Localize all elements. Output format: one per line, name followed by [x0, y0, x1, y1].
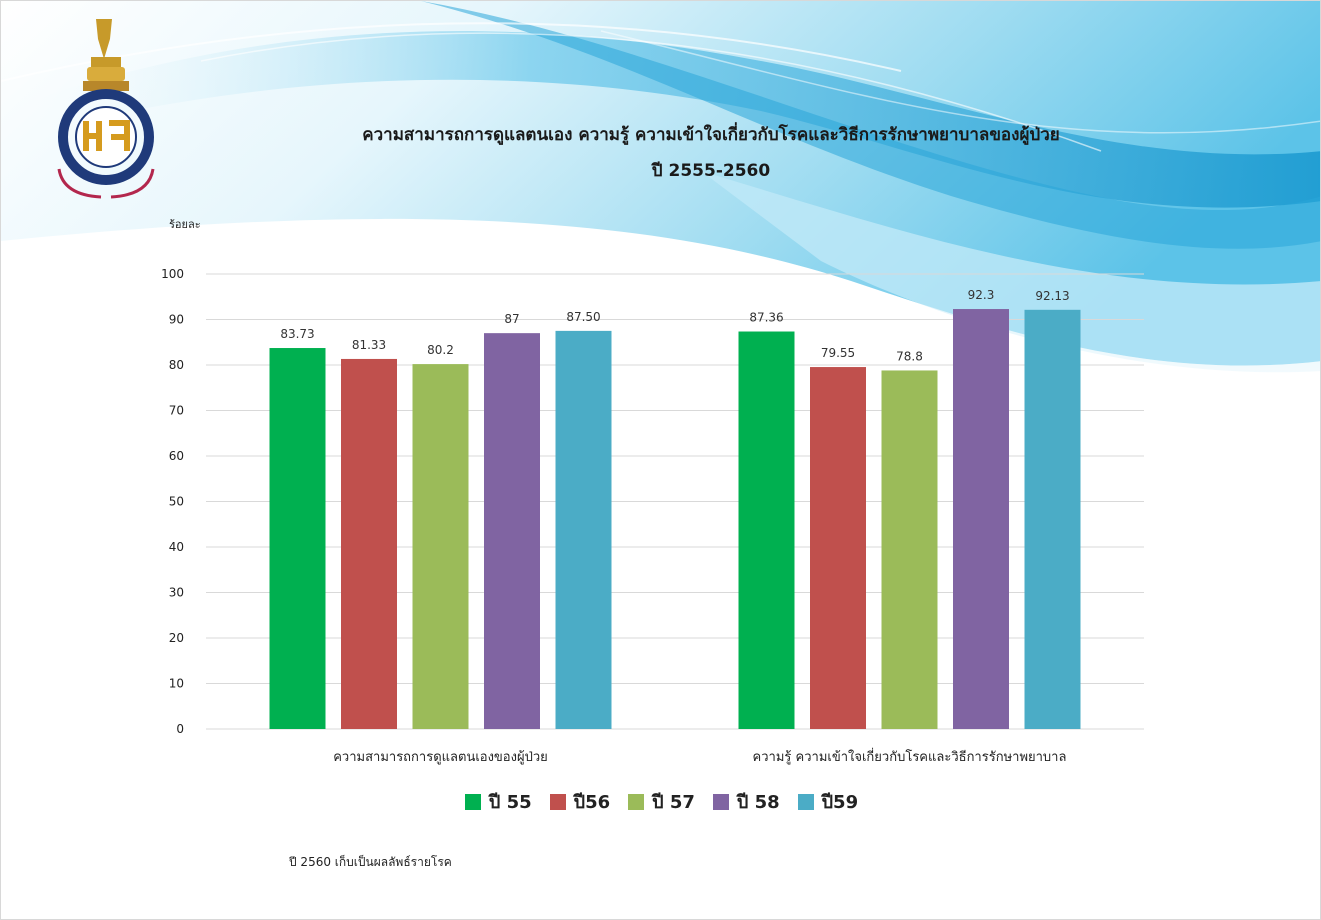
bar [412, 364, 469, 729]
y-tick-label: 100 [161, 267, 184, 281]
data-label: 92.3 [968, 288, 995, 302]
data-label: 80.2 [427, 343, 454, 357]
bar [1024, 309, 1081, 729]
data-label: 78.8 [896, 349, 923, 363]
bar [269, 348, 326, 729]
data-label: 83.73 [280, 327, 314, 341]
legend-label: ปี 55 [488, 792, 532, 813]
legend-item: ปี 55 [464, 787, 532, 816]
bar [484, 333, 540, 729]
legend-label: ปี 57 [652, 792, 695, 813]
legend-swatch [712, 793, 729, 810]
x-category-label: ความรู้ ความเข้าใจเกี่ยวกับโรคและวิธีการ… [753, 748, 1067, 765]
bar [810, 367, 866, 729]
legend-label: ปี 58 [736, 792, 780, 813]
data-label: 87.50 [566, 310, 600, 324]
legend-item: ปี56 [549, 787, 611, 816]
y-tick-label: 20 [169, 631, 184, 645]
chart-title-line2: ปี 2555-2560 [651, 161, 771, 181]
data-label: 87 [504, 312, 519, 326]
legend-label: ปี56 [573, 792, 611, 813]
y-tick-label: 40 [169, 540, 184, 554]
footnote: ปี 2560 เก็บเป็นผลลัพธ์รายโรค [289, 855, 452, 869]
bar [738, 331, 795, 729]
y-tick-label: 30 [169, 586, 184, 600]
legend-swatch [549, 793, 566, 810]
legend-item: ปี 58 [712, 787, 780, 816]
legend-item: ปี59 [797, 787, 859, 816]
y-tick-label: 80 [169, 358, 184, 372]
x-category-label: ความสามารถการดูแลตนเองของผู้ป่วย [333, 750, 548, 765]
y-tick-label: 50 [169, 495, 184, 509]
faculty-emblem-icon [57, 19, 155, 199]
bar [881, 370, 938, 729]
bar [555, 330, 612, 729]
legend-swatch [797, 793, 814, 810]
legend-item: ปี 57 [628, 787, 695, 816]
legend-swatch [464, 793, 481, 810]
legend-label: ปี59 [821, 792, 859, 813]
data-label: 87.36 [749, 311, 783, 325]
data-label: 92.13 [1035, 289, 1069, 303]
chart-title-line1: ความสามารถการดูแลตนเอง ความรู้ ความเข้าใ… [362, 125, 1060, 145]
y-axis-label: ร้อยละ [169, 218, 201, 231]
y-tick-label: 70 [169, 404, 184, 418]
bar [953, 309, 1009, 729]
y-tick-label: 90 [169, 313, 184, 327]
y-tick-label: 60 [169, 449, 184, 463]
legend-swatch [628, 793, 645, 810]
data-label: 79.55 [821, 346, 855, 360]
y-tick-label: 0 [176, 722, 184, 736]
data-label: 81.33 [352, 338, 386, 352]
chart-legend: ปี 55 ปี56 ปี 57 ปี 58 ปี59 [1, 787, 1320, 816]
bar [341, 358, 397, 729]
y-tick-label: 10 [169, 677, 184, 691]
